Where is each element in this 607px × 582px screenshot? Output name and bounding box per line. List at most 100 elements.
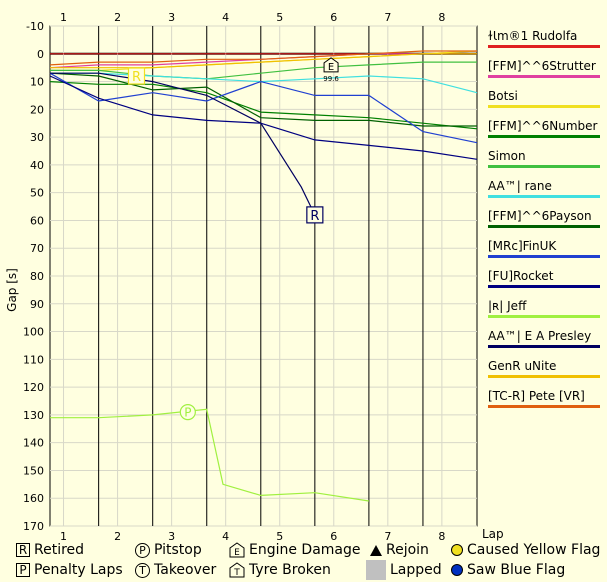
legend-label: [FFM]^^6Number bbox=[488, 119, 598, 133]
x-tick-label-top: 8 bbox=[438, 11, 445, 24]
svg-text:T: T bbox=[233, 568, 240, 578]
x-tick-label-top: 3 bbox=[168, 11, 175, 24]
x-tick-label-bottom: 3 bbox=[168, 530, 175, 543]
legend-label: AA™| E A Presley bbox=[488, 329, 592, 343]
lapped-gray-icon bbox=[366, 560, 386, 580]
blue-dot-icon bbox=[451, 564, 463, 576]
y-tick-label: 90 bbox=[30, 298, 44, 311]
key-label: Takeover bbox=[154, 562, 217, 578]
legend-item: Simon bbox=[485, 146, 603, 176]
y-axis-title: Gap [s] bbox=[5, 268, 19, 312]
legend-swatch bbox=[488, 165, 600, 168]
x-tick-label-bottom: 8 bbox=[438, 530, 445, 543]
key-saw-blue: Saw Blue Flag bbox=[451, 562, 565, 578]
key-label: Rejoin bbox=[386, 542, 429, 558]
legend-swatch bbox=[488, 285, 600, 288]
legend: ɫꙆm®1 Rudolfa [FFM]^^6Strutter Botsi [FFM]^… bbox=[485, 26, 603, 416]
retired-marker: R bbox=[127, 67, 146, 85]
key-label: Retired bbox=[34, 542, 85, 558]
legend-label: GenR uNite bbox=[488, 359, 557, 373]
key-label: Saw Blue Flag bbox=[467, 562, 566, 578]
key-rejoin: Rejoin bbox=[370, 542, 429, 558]
retired-icon: R bbox=[16, 543, 30, 557]
retired-marker: R bbox=[306, 206, 324, 224]
legend-swatch bbox=[488, 405, 600, 408]
key-retired: R Retired bbox=[16, 542, 84, 558]
penalty-icon: P bbox=[16, 563, 30, 577]
legend-item: [TC-R] Pete [VR] bbox=[485, 386, 603, 416]
x-tick-label-bottom: 4 bbox=[222, 530, 229, 543]
y-tick-label: 150 bbox=[23, 464, 44, 477]
series-line bbox=[49, 50, 477, 66]
legend-item: [MRc]FinUK bbox=[485, 236, 603, 266]
key-label: Pitstop bbox=[154, 542, 202, 558]
y-tick-label: 0 bbox=[37, 48, 44, 61]
symbol-key: R Retired P Pitstop E Engine Damage Rejo… bbox=[14, 540, 604, 580]
series-lines bbox=[49, 50, 478, 502]
legend-swatch bbox=[488, 225, 600, 228]
legend-item: |ʀ| Jeff bbox=[485, 296, 603, 326]
y-tick-label: 100 bbox=[23, 326, 44, 339]
legend-swatch bbox=[488, 195, 600, 198]
x-tick-label-bottom: 1 bbox=[60, 530, 67, 543]
key-pitstop: P Pitstop bbox=[135, 542, 202, 558]
key-caused-yellow: Caused Yellow Flag bbox=[451, 542, 600, 558]
x-tick-label-top: 7 bbox=[384, 11, 391, 24]
legend-item: AA™| E A Presley bbox=[485, 326, 603, 356]
legend-swatch bbox=[488, 315, 600, 318]
series-line bbox=[49, 72, 477, 127]
series-line bbox=[50, 61, 477, 80]
engine-damage-label: 99.6 bbox=[323, 75, 339, 83]
y-tick-label: 110 bbox=[23, 353, 44, 366]
y-tick-label: 60 bbox=[30, 214, 44, 227]
engine-damage-marker: E 99.6 bbox=[323, 57, 339, 83]
legend-swatch bbox=[488, 255, 600, 258]
takeover-icon: T bbox=[135, 562, 150, 578]
legend-item: [FFM]^^6Strutter bbox=[485, 56, 603, 86]
key-takeover: T Takeover bbox=[135, 562, 216, 578]
svg-text:E: E bbox=[234, 548, 240, 558]
legend-label: |ʀ| Jeff bbox=[488, 299, 527, 313]
engine-damage-symbol: E bbox=[328, 62, 334, 73]
legend-label: Botsi bbox=[488, 89, 518, 103]
y-tick-label: 160 bbox=[23, 492, 44, 505]
legend-label: [FFM]^^6Payson bbox=[488, 209, 592, 223]
legend-label: ɫꙆm®1 Rudolfa bbox=[488, 29, 578, 43]
legend-item: [FFM]^^6Number bbox=[485, 116, 603, 146]
key-engine-damage: E Engine Damage bbox=[229, 542, 361, 558]
y-tick-label: 120 bbox=[23, 381, 44, 394]
tyre-broken-icon: T bbox=[229, 562, 245, 578]
pitstop-circle bbox=[179, 404, 196, 421]
y-tick-label: -10 bbox=[26, 20, 44, 33]
pitstop-icon: P bbox=[135, 542, 150, 558]
legend-swatch bbox=[488, 135, 600, 138]
series-line bbox=[50, 408, 369, 502]
event-markers: R R P E 99.6 bbox=[127, 57, 339, 421]
retired-box bbox=[127, 67, 146, 85]
engine-damage-icon: E bbox=[229, 542, 245, 558]
x-tick-label-top: 6 bbox=[330, 11, 337, 24]
y-tick-label: 70 bbox=[30, 242, 44, 255]
series-line bbox=[50, 53, 477, 69]
legend-swatch bbox=[488, 375, 600, 378]
legend-swatch bbox=[488, 345, 600, 348]
y-tick-label: 170 bbox=[23, 520, 44, 533]
legend-label: AA™| rane bbox=[488, 179, 552, 193]
key-label: Tyre Broken bbox=[249, 562, 331, 578]
x-tick-label-bottom: 7 bbox=[384, 530, 391, 543]
y-tick-label: 10 bbox=[30, 76, 44, 89]
legend-item: GenR uNite bbox=[485, 356, 603, 386]
key-label: Engine Damage bbox=[249, 542, 361, 558]
key-lapped: Lapped bbox=[366, 560, 442, 580]
x-tick-label-bottom: 5 bbox=[276, 530, 283, 543]
x-tick-label-bottom: 2 bbox=[114, 530, 121, 543]
legend-label: [TC-R] Pete [VR] bbox=[488, 389, 585, 403]
grid-lines bbox=[50, 25, 477, 527]
pitstop-symbol: P bbox=[184, 406, 191, 420]
rejoin-triangle-icon bbox=[370, 544, 382, 556]
y-tick-label: 80 bbox=[30, 270, 44, 283]
retired-symbol: R bbox=[132, 70, 141, 85]
x-tick-label-top: 5 bbox=[276, 11, 283, 24]
x-tick-label-bottom: 6 bbox=[330, 530, 337, 543]
